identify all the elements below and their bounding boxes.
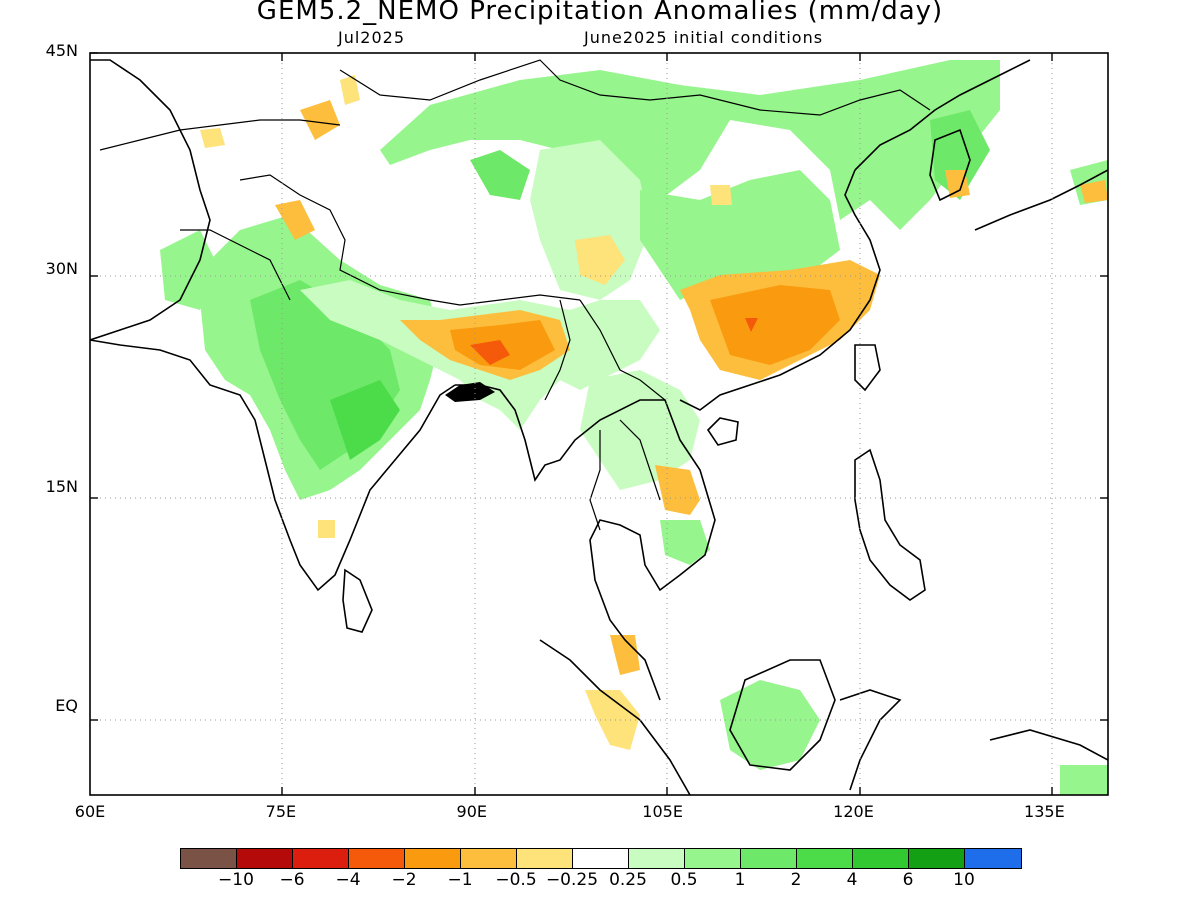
colorbar-label-4: −1 — [447, 870, 473, 890]
delta-shading — [445, 382, 495, 402]
initial-conditions: June2025 initial conditions — [584, 28, 824, 47]
colorbar-swatch-1 — [236, 848, 294, 869]
colorbar-label-9: 1 — [734, 870, 746, 890]
strong-negative-marker — [745, 318, 758, 332]
colorbar-label-7: 0.25 — [609, 870, 647, 890]
colorbar-label-0: −10 — [218, 870, 254, 890]
country-borders — [99, 59, 931, 531]
lon-label-4: 120E — [833, 802, 874, 821]
forecast-month: Jul2025 — [338, 28, 406, 47]
colorbar-swatch-3 — [348, 848, 406, 869]
colorbar-label-12: 6 — [902, 870, 914, 890]
colorbar-swatch-14 — [964, 848, 1022, 869]
anomaly-field — [90, 59, 1108, 795]
colorbar-label-8: 0.5 — [670, 870, 698, 890]
colorbar-swatch-8 — [628, 848, 686, 869]
lon-label-3: 105E — [642, 802, 683, 821]
colorbar-swatch-5 — [460, 848, 518, 869]
colorbar-swatch-12 — [852, 848, 910, 869]
graticule — [90, 53, 1108, 795]
colorbar-swatch-0 — [180, 848, 238, 869]
map-title: GEM5.2_NEMO Precipitation Anomalies (mm/… — [256, 0, 944, 26]
coastlines — [90, 59, 1108, 795]
lon-label-2: 90E — [456, 802, 487, 821]
lat-label-1: 30N — [45, 259, 78, 279]
colorbar-swatch-2 — [292, 848, 350, 869]
colorbar-swatch-4 — [404, 848, 462, 869]
axis-ticks — [90, 52, 1108, 795]
colorbar-swatch-6 — [516, 848, 574, 869]
lon-label-5: 135E — [1024, 802, 1065, 821]
colorbar-label-3: −2 — [391, 870, 417, 890]
colorbar-label-6: −0.25 — [545, 870, 599, 890]
lat-label-0: 45N — [45, 41, 78, 60]
colorbar-swatch-11 — [796, 848, 854, 869]
colorbar-label-2: −4 — [335, 870, 361, 890]
map-frame — [89, 52, 1109, 796]
colorbar-swatch-13 — [908, 848, 966, 869]
colorbar-label-13: 10 — [953, 870, 975, 890]
lon-label-0: 60E — [74, 802, 106, 821]
colorbar-label-11: 4 — [846, 870, 858, 890]
lat-label-2: 15N — [45, 477, 78, 497]
positive-anomaly-areas — [160, 60, 1108, 795]
lat-label-3: EQ — [55, 695, 78, 715]
negative-anomaly-areas — [200, 75, 1108, 750]
colorbar-swatch-9 — [684, 848, 742, 869]
colorbar-label-10: 2 — [790, 870, 802, 890]
lon-label-1: 75E — [265, 802, 297, 821]
colorbar-label-1: −6 — [279, 870, 305, 890]
colorbar-label-5: −0.5 — [495, 870, 537, 890]
colorbar-swatch-10 — [740, 848, 798, 869]
colorbar-swatch-7 — [572, 848, 630, 869]
